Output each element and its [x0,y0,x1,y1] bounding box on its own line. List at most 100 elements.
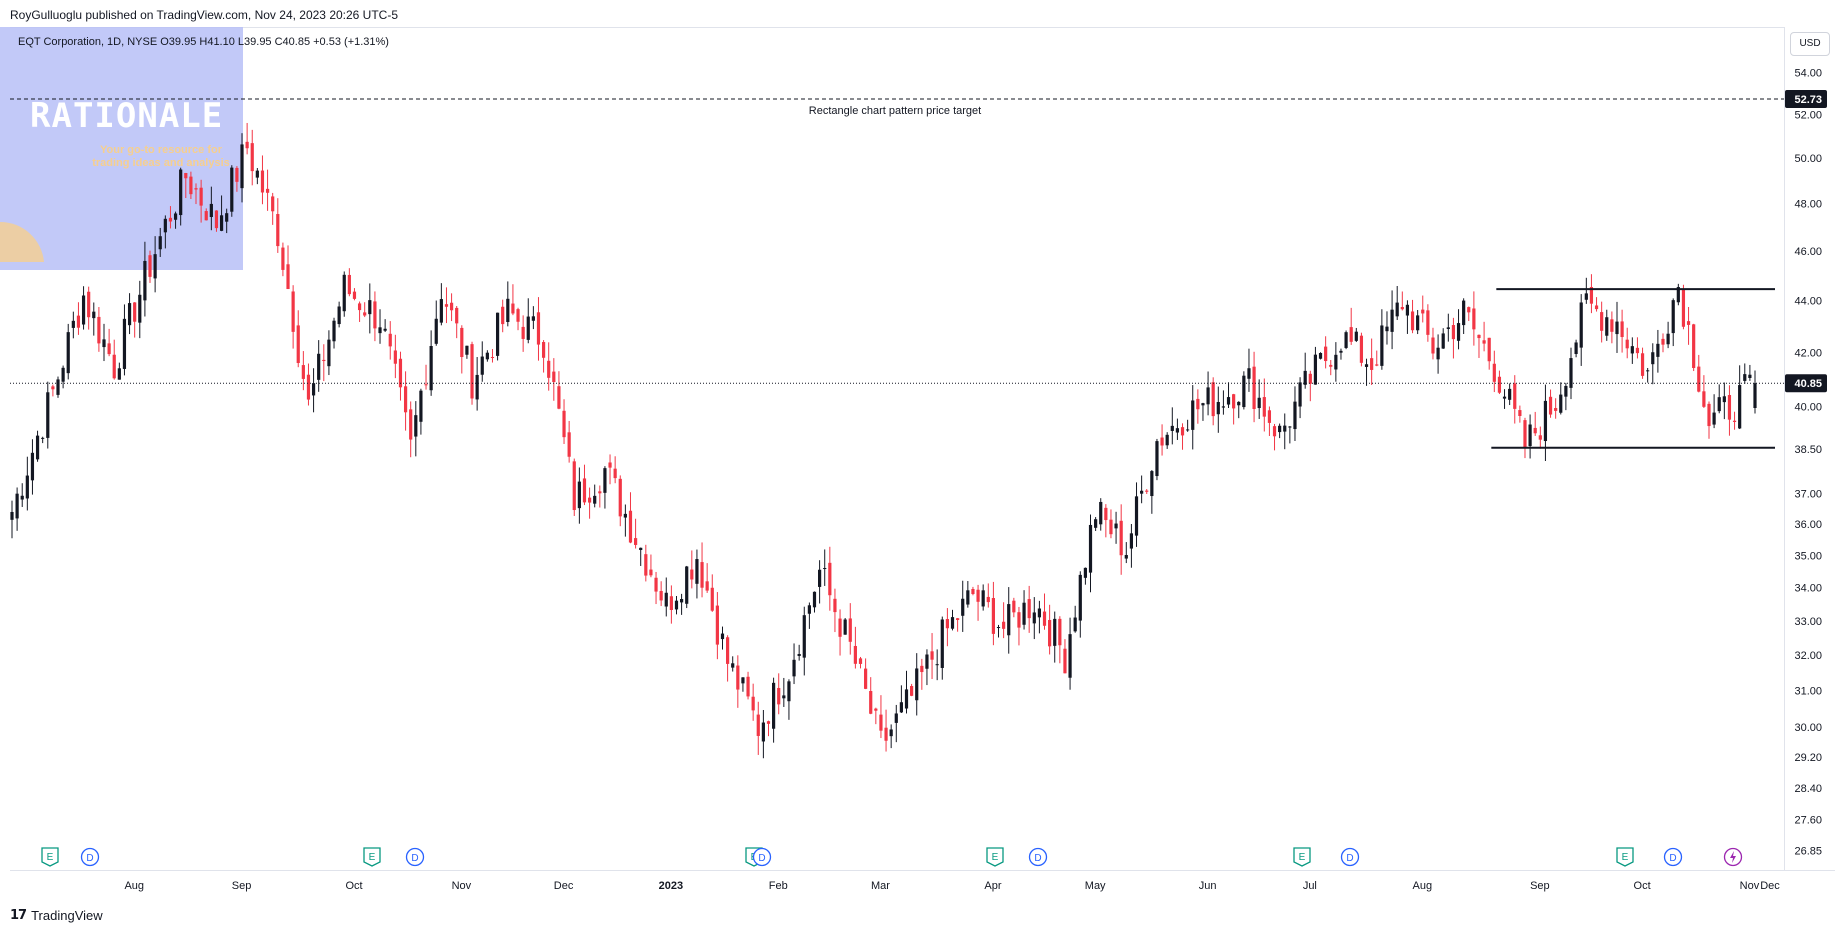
candle-body [1656,343,1660,357]
candle-body [531,316,535,321]
candle-body [1610,319,1614,332]
candle-body [1094,519,1098,528]
candle-body [848,618,852,642]
candle-body [1370,358,1374,370]
candle-body [818,569,822,587]
candle-body [1513,383,1517,409]
candle-body [495,312,500,356]
candle-body [276,214,280,247]
candle-body [20,495,24,500]
time-tick-label: Feb [769,880,788,892]
tradingview-logo[interactable]: 17 TradingView [10,908,103,923]
candle-body [255,170,259,178]
watermark-circle [0,221,44,262]
candle-body [179,169,183,216]
price-tick-label: 26.85 [1794,845,1822,857]
candle-body [1063,648,1067,674]
candle-body [1661,338,1665,345]
candle-body [1630,346,1634,354]
candle-body [1313,354,1318,385]
candle-body [1584,293,1588,300]
candle-body [644,554,648,576]
candle-body [1058,618,1062,646]
candle-body [1620,321,1624,338]
candle-body [225,213,229,222]
candle-body [720,633,725,640]
candle-body [1334,354,1338,370]
candle-body [1007,604,1011,636]
candle-body [1538,435,1542,440]
candle-body [1743,374,1747,381]
price-tick-label: 52.00 [1794,110,1822,122]
candle-body [1048,619,1052,647]
candle-body [950,617,955,629]
candle-body [1395,302,1399,317]
candle-body [449,302,454,311]
candle-body [1676,287,1680,303]
earnings-event-label: E [1622,852,1629,863]
candle-body [1666,333,1670,345]
watermark-panel [0,27,243,270]
candle-body [209,203,213,218]
candle-body [1298,382,1302,407]
candle-body [1472,308,1476,330]
candle-body [286,264,290,290]
currency-button[interactable]: USD [1790,32,1830,56]
candle-body [485,352,489,360]
candle-body [1104,507,1108,521]
price-tick-label: 50.00 [1794,153,1822,165]
candle-body [577,481,581,509]
candle-body [506,298,510,322]
candle-body [235,167,239,182]
candle-body [455,307,459,324]
time-tick-label: Apr [984,880,1001,892]
chart-pane[interactable] [10,27,1784,871]
candle-body [516,309,520,322]
candle-body [746,676,750,697]
candle-body [1002,621,1006,629]
time-tick-label: Jun [1199,880,1217,892]
candle-body [71,320,75,328]
candle-body [296,325,300,364]
candle-body [1416,315,1420,331]
candle-body [271,196,275,212]
candle-body [327,339,331,367]
time-tick-label: 2023 [659,880,683,892]
time-tick-label: Dec [1760,880,1780,892]
candle-body [1574,342,1578,354]
candle-body [536,312,541,345]
earnings-event-label: E [992,852,999,863]
candle-body [1221,406,1226,408]
candle-body [1508,388,1512,400]
candle-body [163,218,167,233]
price-tick-label: 40.00 [1794,402,1822,414]
candle-body [1349,327,1353,342]
candle-body [240,144,244,189]
candle-body [1456,323,1461,341]
candle-body [557,386,561,409]
candle-body [1165,434,1169,446]
candle-body [1145,490,1149,492]
candle-body [838,618,842,637]
candle-body [1533,427,1537,434]
candle-body [41,437,45,439]
earnings-event-icon [986,847,1004,867]
symbol-legend[interactable]: EQT Corporation, 1D, NYSE O39.95 H41.10 … [18,36,389,48]
candle-body [710,587,714,611]
candle-body [756,714,760,736]
candle-body [986,596,990,603]
candle-body [1109,519,1113,535]
candle-body [184,172,188,179]
candle-body [772,682,776,729]
candle-body [46,392,50,438]
candle-body [1242,375,1246,408]
price-tick-label: 32.00 [1794,650,1822,662]
candle-body [874,708,878,711]
candle-body [823,568,827,570]
candle-body [1170,425,1174,431]
candle-body [899,702,903,713]
price-scale[interactable] [1784,27,1835,870]
candle-body [1124,555,1128,559]
price-tick-label: 29.20 [1794,752,1822,764]
